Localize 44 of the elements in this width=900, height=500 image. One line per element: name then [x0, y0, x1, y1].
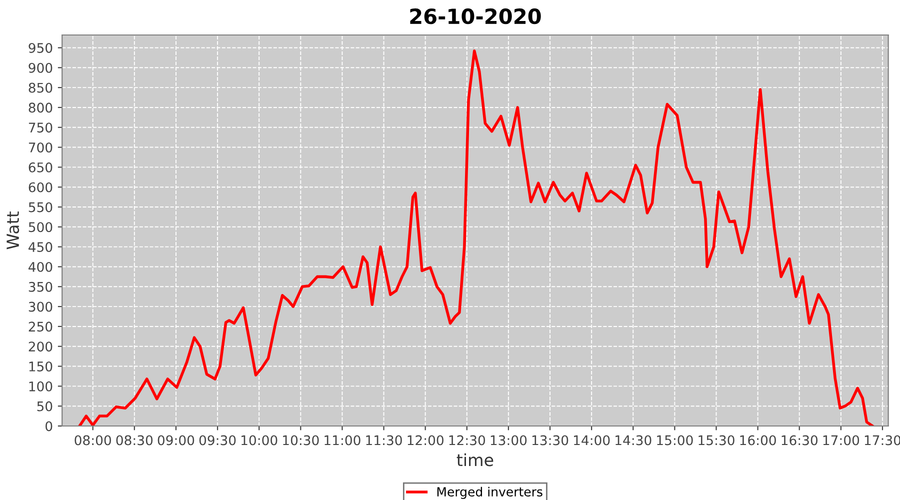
y-tick-label: 50: [37, 401, 52, 412]
y-tick-label: 950: [28, 42, 52, 53]
x-tick-label: 12:00: [408, 435, 444, 446]
x-tick-label: 08:00: [74, 435, 111, 446]
y-tick-label: 850: [28, 82, 52, 93]
x-tick-label: 09:00: [158, 435, 194, 446]
y-tick-label: 550: [28, 202, 52, 212]
x-tick-label: 11:00: [324, 435, 360, 446]
x-tick-label: 13:30: [532, 435, 568, 446]
y-tick-label: 800: [28, 102, 52, 113]
x-tick-label: 14:00: [574, 435, 610, 446]
y-tick-label: 450: [28, 242, 52, 252]
x-tick-label: 10:00: [242, 435, 278, 446]
x-tick-label: 14:30: [616, 435, 652, 446]
legend-label: Merged inverters: [437, 486, 542, 499]
x-tick-label: 12:30: [449, 435, 486, 446]
x-tick-label: 16:30: [782, 435, 818, 446]
y-axis-title: Watt: [6, 212, 20, 250]
y-tick-label: 500: [28, 222, 52, 232]
x-tick-label: 08:30: [116, 435, 153, 446]
y-tick-label: 750: [28, 122, 52, 133]
y-tick-label: 350: [28, 282, 52, 292]
y-tick-label: 600: [28, 182, 52, 192]
x-axis-title: time: [456, 453, 494, 466]
x-tick-label: 15:00: [657, 435, 693, 446]
y-tick-label: 700: [28, 142, 52, 152]
x-tick-label: 13:00: [490, 435, 527, 446]
x-tick-label: 10:30: [283, 435, 319, 446]
x-tick-label: 16:00: [740, 435, 776, 446]
chart-title: 26-10-2020: [410, 8, 541, 24]
y-tick-label: 650: [28, 162, 52, 172]
x-tick-label: 17:00: [823, 435, 860, 446]
y-tick-label: 0: [46, 421, 52, 432]
y-tick-label: 100: [29, 381, 52, 392]
y-tick-label: 300: [28, 302, 52, 312]
x-tick-label: 11:30: [366, 435, 402, 446]
y-tick-label: 400: [28, 262, 52, 272]
y-tick-label: 150: [29, 361, 52, 372]
y-tick-label: 900: [28, 62, 52, 73]
x-tick-label: 09:30: [199, 435, 236, 446]
y-tick-label: 250: [28, 322, 52, 332]
line-series: [78, 50, 874, 426]
y-tick-label: 200: [28, 342, 52, 352]
x-tick-label: 15:30: [698, 435, 734, 446]
